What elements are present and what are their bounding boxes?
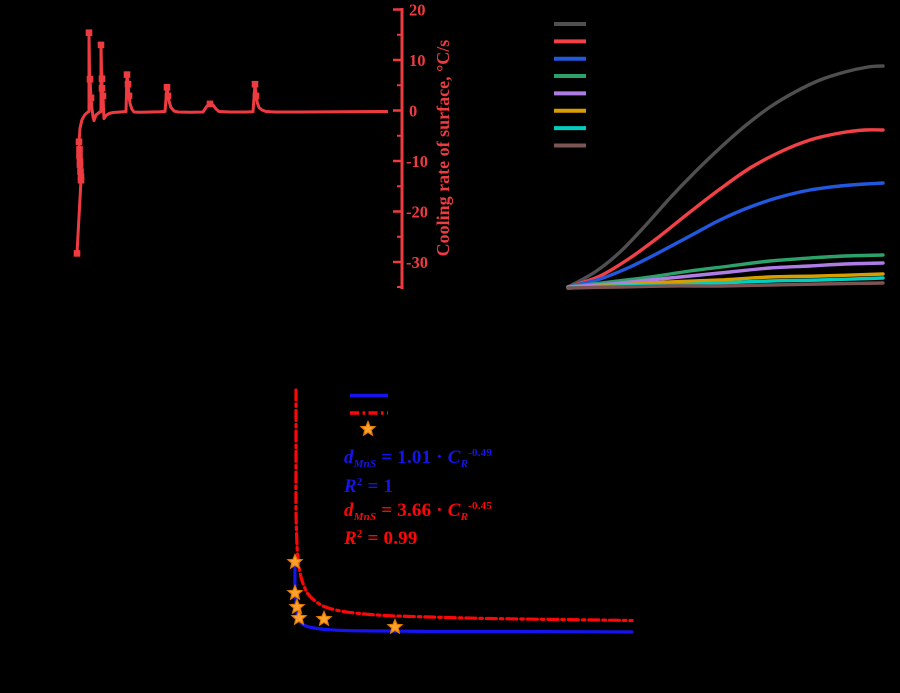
y-tick-20: 20: [409, 1, 426, 20]
r2-blue-rest: = 1: [362, 476, 394, 497]
eq-blue-c-sub: R: [460, 458, 469, 470]
r-squared-blue: R2 = 1: [344, 476, 393, 498]
mns-fit-solid: [293, 560, 634, 634]
r-squared-red: R2 = 0.99: [344, 528, 418, 550]
right-axis-major-ticks: [393, 8, 402, 264]
cooling-rate-marker: [252, 92, 260, 100]
equation-red-fit: dMnS = 3.66 · CR-0.45: [344, 500, 493, 523]
cooling-rate-marker: [73, 250, 81, 257]
data-star: [286, 583, 304, 601]
cooling-rate-marker: [125, 92, 133, 100]
y-tick-m10: -10: [406, 152, 428, 171]
eq-blue-d: d: [344, 447, 354, 468]
cooling-rate-marker: [98, 85, 106, 92]
data-star: [286, 552, 304, 570]
r2-red-sup: 2: [356, 528, 363, 540]
cooling-rate-marker: [77, 168, 84, 175]
equation-blue-fit: dMnS = 1.01 · CR-0.49: [344, 447, 493, 470]
mns-chart: [286, 388, 634, 635]
cooling-rate-marker: [97, 41, 105, 49]
mns-star-markers: [286, 552, 404, 635]
growth-curves-legend: [554, 22, 586, 148]
growth-curve: [566, 128, 885, 289]
cooling-rate-marker: [206, 100, 214, 108]
right-axis-label: Cooling rate of surface, °C/s: [433, 40, 453, 257]
growth-curve: [566, 181, 885, 289]
data-star: [315, 609, 333, 627]
eq-red-d-sub: MnS: [353, 511, 377, 523]
r2-blue-r: R: [344, 476, 357, 497]
r2-blue-sup: 2: [356, 476, 363, 488]
cooling-rate-marker: [77, 173, 85, 180]
cooling-rate-series: [73, 29, 389, 257]
eq-red-d: d: [344, 500, 354, 521]
cooling-rate-marker: [164, 92, 172, 100]
cooling-rate-marker: [98, 75, 106, 82]
growth-curve: [566, 64, 885, 289]
cooling-rate-marker: [123, 71, 131, 78]
cooling-rate-marker: [76, 158, 84, 166]
data-star: [288, 597, 306, 615]
eq-blue-exp: -0.49: [468, 447, 493, 459]
data-star: [386, 617, 404, 635]
cooling-rate-chart: 20 10 0 -10 -20 -30 Cooling rate of surf…: [73, 1, 453, 289]
eq-red-c-sub: R: [460, 511, 469, 523]
data-star: [290, 608, 308, 626]
r2-red-r: R: [344, 528, 357, 549]
y-tick-m20: -20: [406, 203, 428, 222]
cooling-rate-marker: [251, 80, 259, 88]
mns-legend: [350, 393, 388, 437]
cooling-rate-line: [75, 31, 389, 254]
y-tick-0: 0: [409, 102, 417, 121]
cooling-rate-marker: [75, 138, 83, 146]
cooling-rate-marker: [87, 94, 95, 102]
cooling-rate-marker: [76, 146, 83, 153]
y-tick-m30: -30: [406, 253, 428, 272]
cooling-rate-marker: [124, 80, 132, 88]
legend-star: [359, 419, 377, 437]
eq-red-exp: -0.45: [468, 500, 493, 512]
cooling-rate-marker: [77, 176, 85, 184]
growth-curve: [566, 281, 885, 290]
mns-fit-dashdot: [294, 388, 634, 623]
eq-blue-c: C: [447, 447, 461, 468]
growth-curve: [566, 261, 885, 289]
cooling-rate-marker: [86, 75, 94, 83]
growth-curves-chart: [554, 22, 885, 290]
r2-red-rest: = 0.99: [362, 528, 418, 549]
cooling-rate-marker: [163, 84, 171, 91]
eq-red-mid: = 3.66 ·: [376, 500, 448, 521]
eq-blue-d-sub: MnS: [353, 458, 377, 470]
cooling-rate-marker: [99, 92, 107, 100]
cooling-rate-marker: [85, 29, 93, 36]
growth-curve: [566, 253, 885, 289]
eq-red-c: C: [447, 500, 461, 521]
right-axis-minor-ticks: [397, 33, 402, 288]
cooling-rate-marker: [76, 152, 83, 160]
y-tick-10: 10: [409, 51, 426, 70]
eq-blue-mid: = 1.01 ·: [376, 447, 448, 468]
growth-curves-series: [566, 64, 885, 290]
